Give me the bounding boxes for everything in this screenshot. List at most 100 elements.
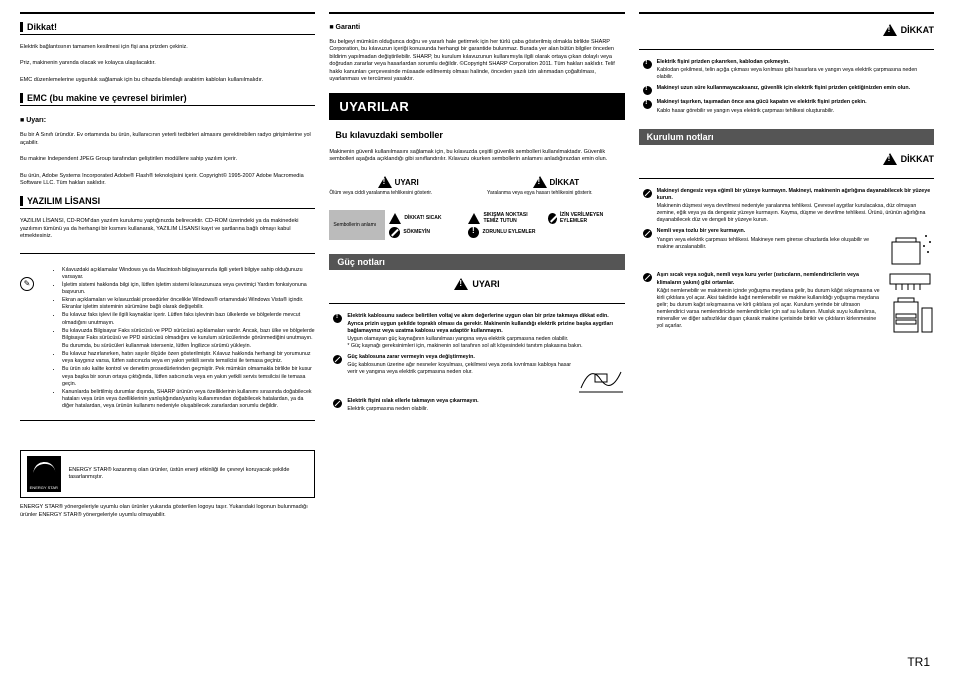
unplug-icon [389, 227, 400, 238]
top-rule [639, 12, 934, 14]
section-emc: EMC (bu makine ve çevresel birimler) [20, 93, 315, 106]
license-list: Kılavuzdaki açıklamalar Windows ya da Ma… [40, 267, 315, 412]
col3-dikkat-list: Elektrik fişini prizden çıkarırken, kabl… [639, 59, 934, 119]
dikkat-p1: Elektrik bağlantısının tamamen kesilmesi… [20, 44, 315, 51]
forbid-icon [643, 189, 652, 198]
symbol-table-label: Sembollerin anlamı [329, 210, 385, 240]
energy-star-foot: ENERGY STAR® yönergeleriyle uyumlu olan … [20, 504, 315, 519]
warn-dikkat: DİKKAT Yaralanma veya eşya hasarı tehlik… [487, 176, 625, 196]
sym-forbid: İZİN VERİLMEYEN EYLEMLER [560, 212, 621, 224]
power-uyari-label: UYARI [472, 279, 499, 289]
item-bold: Elektrik fişini prizden çıkarırken, kabl… [657, 59, 934, 66]
hot-icon [389, 213, 401, 224]
sub-garanti: Garanti [329, 24, 624, 31]
ac-illustration [886, 272, 934, 336]
list-item: İşletim sistemi hakkında bilgi için, lüt… [62, 282, 315, 296]
list-item: Ekran açıklamaları ve kılavuzdaki prosed… [62, 297, 315, 311]
pwr-item-note: * Güç kaynağı gereksinimleri için, makin… [347, 343, 582, 349]
sym-hot: DİKKAT! SICAK [404, 215, 441, 221]
power-notes-title: Güç notları [329, 254, 624, 270]
warning-triangle-icon [454, 278, 468, 290]
pwr-item-text: Elektrik çarpmasına neden olabilir. [347, 406, 428, 412]
item-bold: Makineyi dengesiz veya eğimli bir yüzeye… [657, 188, 934, 202]
dust-illustration [886, 228, 934, 268]
pwr-item-text: Güç kablosunun üzerine ağır nesneler koy… [347, 362, 571, 375]
must-icon [643, 100, 652, 109]
warn-uyari-label: UYARI [395, 178, 419, 187]
must-icon [468, 227, 479, 238]
item-text: Kâğıt nemlenebilir ve makinenin içinde y… [657, 288, 880, 330]
item-text: Yangın veya elektrik çarpması tehlikesi.… [657, 237, 869, 250]
energy-star-logo: ENERGY STAR [27, 456, 61, 492]
forbid-icon [333, 399, 342, 408]
rule [329, 303, 624, 304]
must-icon [643, 86, 652, 95]
pinch-icon [468, 213, 480, 224]
caution-triangle-icon [883, 24, 897, 36]
item-bold: Aşırı sıcak veya soğuk, nemli veya kuru … [657, 272, 881, 286]
emc-p2: Bu makine Independent JPEG Group tarafın… [20, 156, 315, 163]
sym-must: ZORUNLU EYLEMLER [482, 229, 535, 235]
top-rule [329, 12, 624, 14]
garanti-p: Bu belgeyi mümkün olduğunca doğru ve yar… [329, 39, 624, 84]
col3-dikkat-label: DİKKAT [901, 25, 934, 35]
item-bold: Nemli veya tozlu bir yere kurmayın. [657, 228, 881, 235]
pwr-item-text: Uygun olamayan güç kaynağının kullanılma… [347, 336, 568, 342]
warning-triangle-icon [378, 176, 392, 188]
energy-star-box: ENERGY STAR ENERGY STAR® kazanmış olan ü… [20, 450, 315, 498]
section-dikkat: Dikkat! [20, 22, 315, 35]
rule [20, 253, 315, 254]
symbols-p: Makinenin güvenli kullanılmasını sağlama… [329, 149, 624, 164]
install-notes-title: Kurulum notları [639, 129, 934, 145]
list-item: Bu kılavuz faks işlevi ile ilgili kaynak… [62, 312, 315, 326]
caution-triangle-icon [883, 153, 897, 165]
symbol-table: Sembollerin anlamı DİKKAT! SICAK SIKIŞMA… [329, 210, 624, 240]
forbid-icon [548, 213, 557, 224]
warn-uyari: UYARI Ölüm veya ciddi yaralanma tehlikes… [329, 176, 467, 196]
license-p: YAZILIM LİSANSI, CD-ROM'dan yazılım kuru… [20, 218, 315, 240]
top-rule [20, 12, 315, 14]
list-item: Bu durumda, bu sürücüleri kullanmak iste… [62, 343, 315, 350]
section-license: YAZILIM LİSANSI [20, 196, 315, 209]
caution-triangle-icon [533, 176, 547, 188]
forbid-icon [643, 273, 652, 282]
forbid-icon [333, 355, 342, 364]
list-item: Kanunlarda belirtilmiş durumlar dışında,… [62, 389, 315, 410]
sym-unplug: SÖKMEYİN [403, 229, 430, 235]
note-icon: ✎ [20, 277, 34, 291]
dikkat-p2: Priz, makinenin yanında olacak ve kolayc… [20, 60, 315, 67]
item-bold: Makineyi taşırken, taşımadan önce ana gü… [657, 99, 867, 106]
col3-dikkat-head: DİKKAT [639, 24, 934, 36]
warn-uyari-desc: Ölüm veya ciddi yaralanma tehlikesini gö… [329, 190, 467, 196]
pwr-item-bold: Elektrik fişini ıslak ellerle takmayın v… [347, 398, 478, 405]
banner-uyarilar: UYARILAR [329, 93, 624, 120]
energy-star-text: ENERGY STAR® kazanmış olan ürünler, üstü… [69, 467, 309, 482]
emc-p1: Bu bir A Sınıfı üründür. Ev ortamında bu… [20, 132, 315, 147]
rule [20, 420, 315, 421]
power-list: Elektrik kablosunu sadece belirtilen vol… [329, 313, 624, 417]
must-icon [333, 314, 342, 323]
must-icon [643, 60, 652, 69]
energy-star-label: ENERGY STAR [30, 485, 58, 490]
page-number: TR1 [907, 655, 930, 669]
forbid-icon [643, 229, 652, 238]
cable-damage-illustration [577, 354, 625, 394]
symbols-title: Bu kılavuzdaki semboller [335, 130, 624, 140]
list-item: Bu kılavuzda Bilgisayar Faks sürücüsü ve… [62, 328, 315, 342]
pwr-item-bold: Elektrik kablosunu sadece belirtilen vol… [347, 313, 624, 334]
list-item: Kılavuzdaki açıklamalar Windows ya da Ma… [62, 267, 315, 281]
sym-pinch: SIKIŞMA NOKTASI TEMİZ TUTUN [483, 212, 541, 224]
item-text: Kablo hasar görebilir ve yangın veya ele… [657, 108, 835, 114]
dikkat-p3: EMC düzenlemelerine uygunluk sağlamak iç… [20, 77, 315, 84]
emc-p3: Bu ürün, Adobe Systems Incorporated Adob… [20, 173, 315, 188]
sub-uyari: Uyarı: [20, 117, 315, 124]
rule [639, 178, 934, 179]
power-uyari-head: UYARI [329, 278, 624, 290]
item-text: Kablodan çekilmesi, telin açığa çıkması … [657, 67, 918, 80]
item-bold: Makineyi uzun süre kullanmayacaksanız, g… [657, 85, 910, 92]
list-item: Bu ürün sıkı kalite kontrol ve denetim p… [62, 366, 315, 387]
col3-dikkat-head2: DİKKAT [639, 153, 934, 165]
warn-dikkat-label: DİKKAT [550, 178, 580, 187]
item-text: Makinenin düşmesi veya devrilmesi nedeni… [657, 203, 926, 223]
warn-dikkat-desc: Yaralanma veya eşya hasarı tehlikesini g… [487, 190, 625, 196]
